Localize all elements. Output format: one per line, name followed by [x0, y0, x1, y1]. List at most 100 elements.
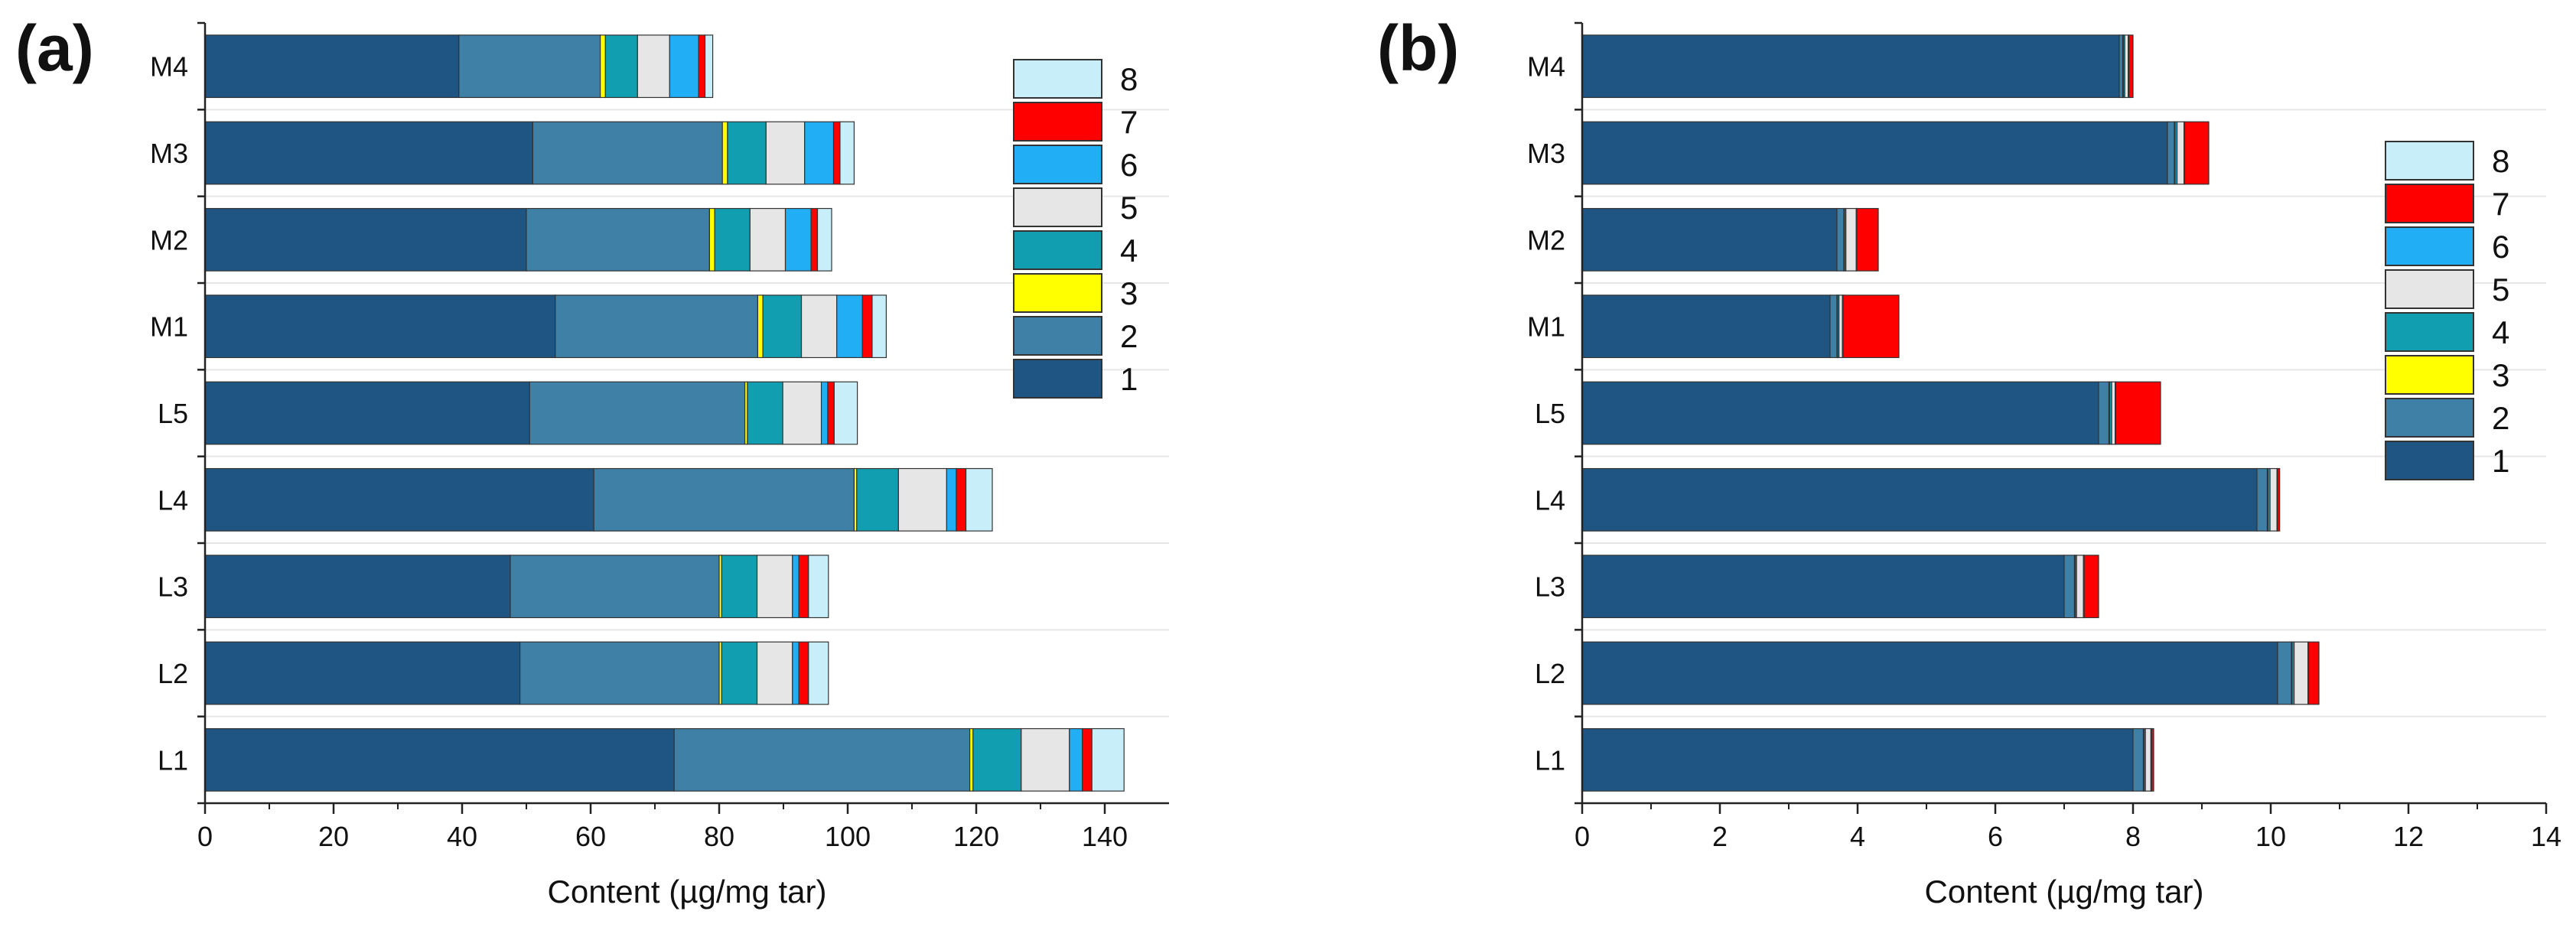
category-label: L4: [1535, 484, 1565, 516]
bar-segment-M2-1: [1581, 207, 1838, 272]
bar-segment-L4-5: [897, 467, 947, 532]
legend-label: 7: [1120, 104, 1138, 140]
legend-label: 3: [2492, 357, 2509, 393]
x-tick-label: 100: [825, 821, 871, 852]
bar-segment-M2-7: [1856, 207, 1879, 272]
bar-segment-M1-2: [555, 295, 758, 359]
bar-segment-M1-3: [757, 295, 764, 359]
bar-segment-L5-5: [782, 381, 822, 445]
x-axis-title: Content (µg/mg tar): [548, 874, 827, 910]
bar-segment-L3-8: [808, 555, 829, 619]
bar-segment-L5-6: [820, 381, 829, 445]
bar-segment-M3-2: [2167, 121, 2175, 185]
bar-segment-L4-1: [1581, 467, 2258, 532]
x-tick-label: 120: [953, 821, 999, 852]
bar-segment-L4-8: [965, 467, 993, 532]
bar-segment-L3-7: [2083, 555, 2099, 619]
x-tick-label: 0: [1575, 821, 1590, 852]
category-label: M4: [150, 51, 188, 83]
category-label: L5: [1535, 398, 1565, 429]
bar-segment-M2-5: [749, 207, 786, 272]
bar-segment-L5-1: [204, 381, 530, 445]
bar-segment-L1-3: [969, 727, 974, 792]
bar-segment-M1-8: [871, 295, 887, 359]
legend-swatch-6: [1013, 145, 1102, 184]
x-tick-label: 4: [1850, 821, 1865, 852]
bar-segment-L4-2: [593, 467, 855, 532]
bar-segment-L4-2: [2256, 467, 2268, 532]
bar-segment-L2-2: [519, 641, 720, 705]
bar-segment-M3-2: [532, 121, 723, 185]
bar-segment-L3-5: [2076, 555, 2084, 619]
bar-segment-L3-2: [510, 555, 720, 619]
bar-segment-L1-2: [673, 727, 971, 792]
legend-swatch-3: [1013, 273, 1102, 313]
legend-label: 5: [1120, 190, 1138, 226]
legend-label: 4: [1120, 233, 1138, 268]
legend-label: 8: [2492, 143, 2509, 179]
bar-segment-L3-5: [756, 555, 793, 619]
bar-segment-M4-6: [669, 34, 699, 99]
x-tick-label: 12: [2393, 821, 2424, 852]
legend-label: 2: [1120, 318, 1138, 354]
bar-segment-L5-7: [827, 381, 835, 445]
x-tick-label: 6: [1988, 821, 2003, 852]
bar-segment-L1-2: [2132, 727, 2144, 792]
bar-segment-M3-7: [832, 121, 841, 185]
bar-segment-M3-5: [765, 121, 806, 185]
bar-segment-M4-8: [704, 34, 714, 99]
legend-swatch-5: [1013, 187, 1102, 227]
bar-segment-L2-4: [721, 641, 758, 705]
bar-segment-M4-1: [204, 34, 460, 99]
bar-segment-M3-8: [839, 121, 855, 185]
legend-label: 2: [2492, 400, 2509, 436]
bar-segment-L4-4: [856, 467, 899, 532]
category-label: L2: [158, 658, 188, 689]
bar-segment-L3-6: [792, 555, 800, 619]
x-tick-label: 8: [2125, 821, 2141, 852]
bar-segment-M2-1: [204, 207, 527, 272]
legend-swatch-1: [1013, 359, 1102, 399]
bar-segment-M2-6: [784, 207, 812, 272]
legend-swatch-6: [2385, 226, 2474, 266]
bar-segment-M3-1: [1581, 121, 2168, 185]
legend-label: 3: [1120, 275, 1138, 311]
bar-segment-M1-4: [762, 295, 803, 359]
bar-segment-M3-7: [2184, 121, 2210, 185]
x-tick-label: 80: [704, 821, 734, 852]
bar-segment-L4-1: [204, 467, 594, 532]
bar-segment-L1-5: [2144, 727, 2151, 792]
bar-segment-L4-5: [2269, 467, 2278, 532]
legend-swatch-2: [2385, 398, 2474, 438]
legend-label: 5: [2492, 272, 2509, 308]
x-axis-title: Content (µg/mg tar): [1925, 874, 2204, 910]
x-tick-label: 10: [2255, 821, 2286, 852]
category-label: L3: [1535, 571, 1565, 603]
x-tick-label: 14: [2531, 821, 2561, 852]
bar-segment-L1-1: [1581, 727, 2134, 792]
bar-segment-L5-7: [2115, 381, 2161, 445]
category-label: M1: [150, 311, 188, 343]
bar-segment-L2-1: [1581, 641, 2278, 705]
bar-segment-M4-4: [604, 34, 638, 99]
bar-segment-L2-5: [756, 641, 793, 705]
bar-segment-L4-7: [956, 467, 967, 532]
bar-segment-M4-7: [2128, 34, 2134, 99]
bar-segment-M4-5: [2124, 34, 2129, 99]
bar-segment-M1-5: [800, 295, 838, 359]
bar-segment-L1-5: [1021, 727, 1070, 792]
x-tick-label: 140: [1082, 821, 1128, 852]
bar-segment-M4-2: [458, 34, 601, 99]
bar-segment-L4-7: [2277, 467, 2281, 532]
legend-swatch-1: [2385, 441, 2474, 480]
bar-segment-M3-3: [721, 121, 728, 185]
legend-swatch-8: [2385, 141, 2474, 181]
bar-segment-M4-3: [599, 34, 606, 99]
bar-segment-M2-3: [708, 207, 715, 272]
legend-label: 6: [2492, 229, 2509, 265]
legend-label: 8: [1120, 61, 1138, 97]
category-label: L3: [158, 571, 188, 603]
bar-segment-L5-2: [529, 381, 746, 445]
